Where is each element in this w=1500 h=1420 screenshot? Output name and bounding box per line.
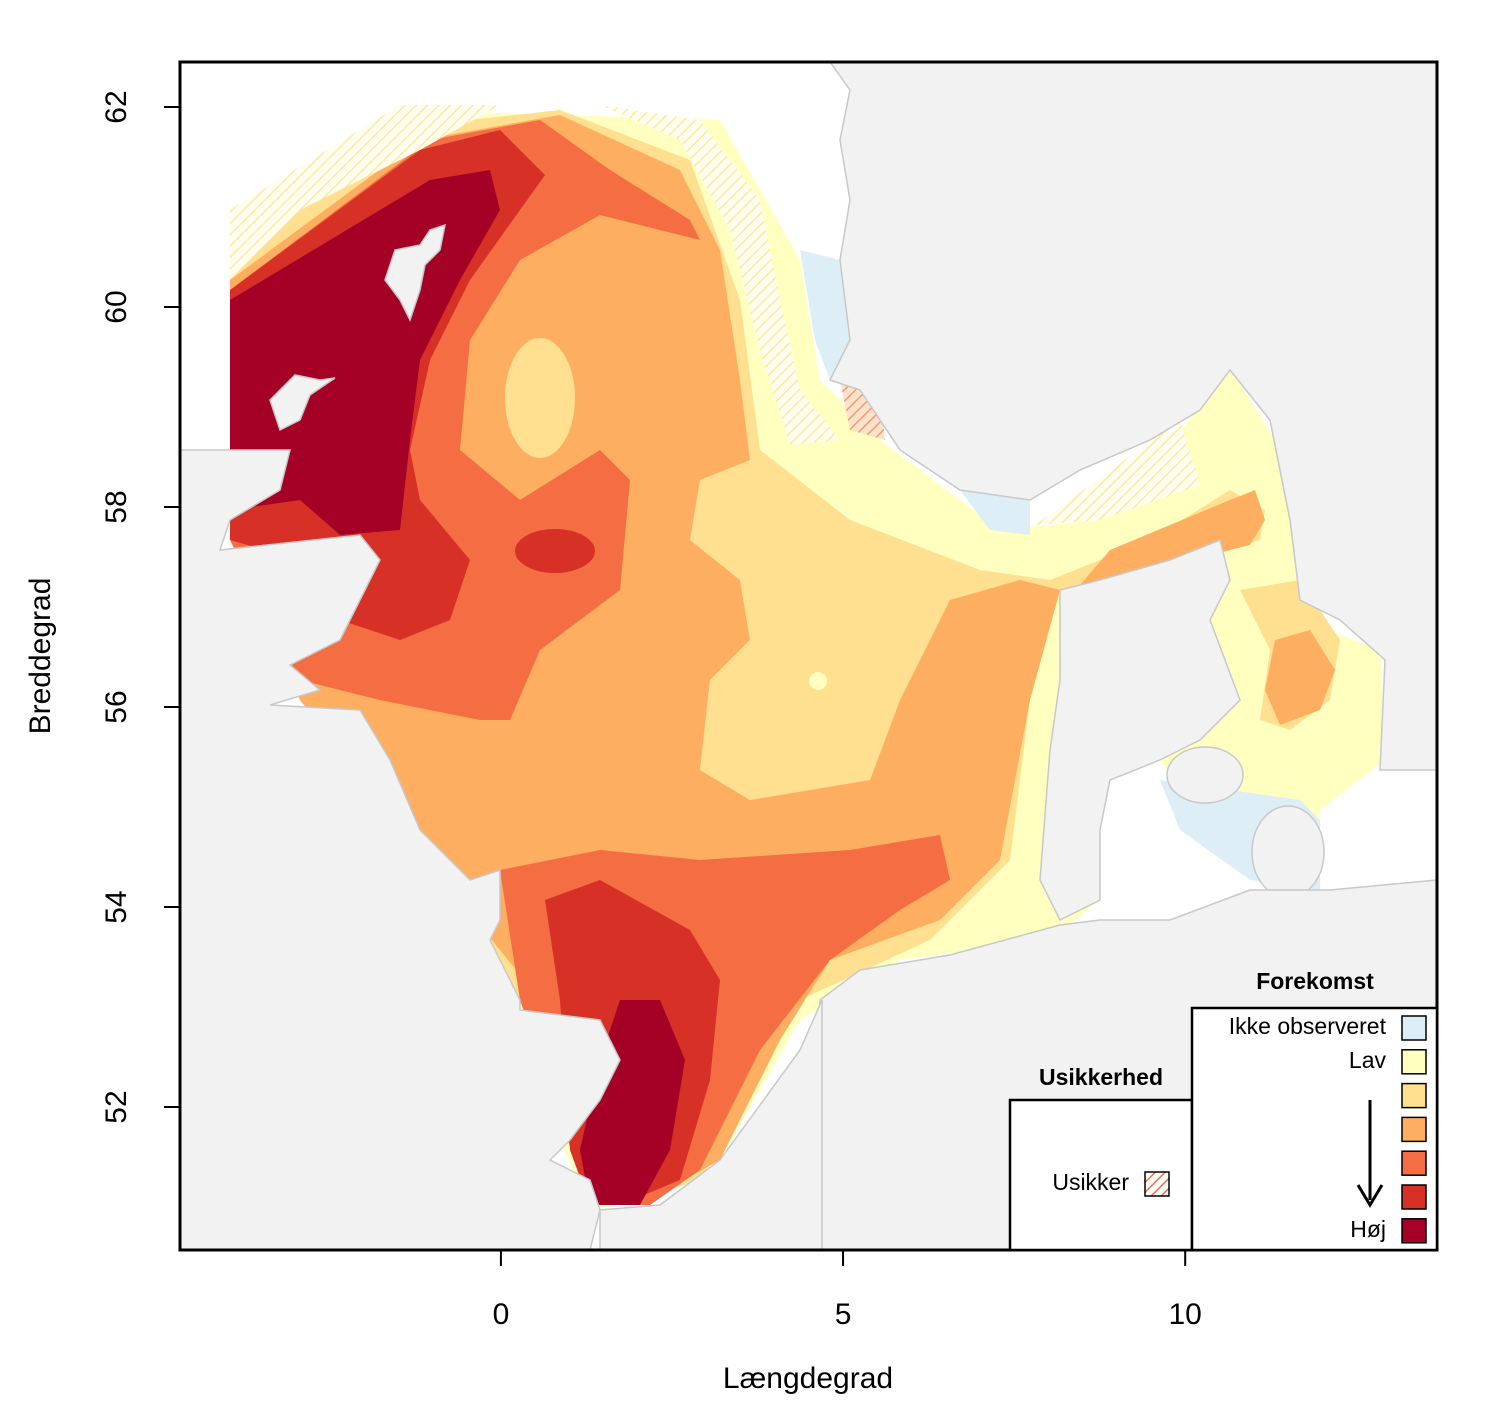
uncertainty-legend-label: Usikker (1052, 1169, 1129, 1195)
legend-swatch (1401, 1116, 1427, 1143)
y-tick-label: 56 (100, 690, 133, 723)
legend-label: Høj (1350, 1216, 1386, 1242)
plot-frame (178, 60, 1439, 1252)
zone-high (230, 170, 500, 535)
x-tick-label: 0 (493, 1298, 510, 1331)
legend-swatch (1401, 1218, 1427, 1244)
y-tick-label: 54 (100, 890, 133, 923)
shetland (384, 223, 446, 322)
zone-3 (1080, 490, 1265, 585)
legend-box (1190, 1006, 1439, 1252)
legend-arrow-head (1356, 1184, 1384, 1208)
uncertain-area (600, 105, 840, 445)
zone-5 (515, 529, 595, 573)
x-tick-label: 10 (1169, 1298, 1202, 1331)
zone-not-observed (800, 250, 850, 380)
y-tick-label: 60 (100, 290, 133, 323)
uncertain-area (230, 105, 500, 280)
norway-sweden (828, 62, 1437, 771)
zone-2 (690, 460, 960, 800)
uncertainty-swatch (1144, 1171, 1170, 1197)
orkney (269, 374, 336, 432)
zone-not-observed (960, 490, 1030, 535)
legend-label: Lav (1349, 1047, 1387, 1073)
x-tick-label: 5 (835, 1298, 852, 1331)
y-tick-label: 52 (100, 1090, 133, 1123)
legend-swatch (1401, 1184, 1427, 1210)
y-tick-label: 62 (100, 90, 133, 123)
legend-title: Forekomst (1256, 968, 1374, 994)
y-axis-label: Breddegrad (24, 578, 57, 735)
legend-swatch (1401, 1150, 1427, 1176)
legend-swatch (1401, 1082, 1427, 1109)
continent (599, 999, 823, 1250)
great-britain (180, 449, 621, 1250)
legend-swatch (1401, 1015, 1427, 1041)
zone-3 (1265, 630, 1335, 725)
y-tick-label: 58 (100, 490, 133, 523)
zone-2 (505, 338, 575, 458)
legend-label: Ikke observeret (1229, 1013, 1387, 1039)
legend-swatch (1401, 1049, 1427, 1075)
denmark (1039, 538, 1241, 922)
x-axis-label: Længdegrad (723, 1362, 893, 1395)
map-area (180, 62, 1437, 1250)
uncertainty-legend-title: Usikkerhed (1039, 1064, 1163, 1090)
denmark-island (1251, 805, 1325, 899)
zone-low (809, 672, 827, 690)
denmark-island (1166, 746, 1244, 804)
uncertain-area (1035, 420, 1200, 525)
